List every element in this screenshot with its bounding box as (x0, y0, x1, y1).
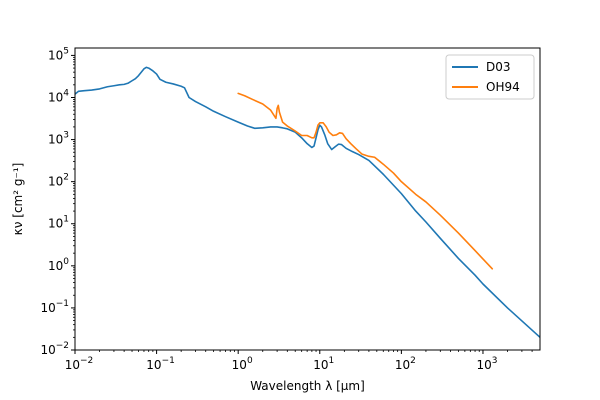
tick-label-x: 100 (232, 356, 253, 372)
tick-label-y: 105 (48, 46, 69, 62)
tick-label-x: 102 (395, 356, 416, 372)
legend-label-d03: D03 (486, 60, 511, 74)
x-axis-label: Wavelength λ [μm] (250, 379, 365, 393)
tick-label-y: 103 (48, 131, 69, 147)
tick-label-y: 10−2 (40, 341, 69, 357)
tick-label-y: 101 (48, 215, 69, 231)
tick-label-y: 100 (48, 257, 69, 273)
tick-label-x: 10−2 (65, 356, 94, 372)
ticks-layer: 10−2 10−1 100 101 102 103 10−2 10−1 100 101 102 103… (40, 46, 533, 372)
legend: D03 OH94 (445, 54, 535, 100)
tick-label-x: 10−1 (146, 356, 175, 372)
series-line-d03 (75, 66, 540, 339)
tick-label-y: 102 (48, 173, 69, 189)
tick-label-y: 10−1 (40, 299, 69, 315)
y-axis-label: κν [cm² g⁻¹] (11, 163, 25, 236)
series-layer (75, 66, 540, 339)
tick-label-y: 104 (48, 88, 69, 104)
tick-label-x: 101 (313, 356, 334, 372)
tick-label-x: 103 (476, 356, 497, 372)
legend-label-oh94: OH94 (486, 80, 520, 94)
series-line-oh94 (237, 92, 494, 270)
